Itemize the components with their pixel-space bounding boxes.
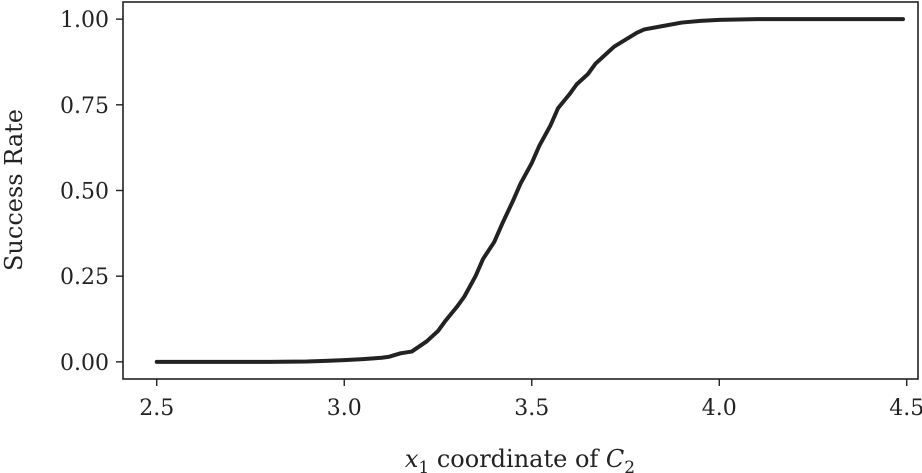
x-axis-label: x1 coordinate of C2: [405, 445, 635, 473]
x-label-var: x: [405, 445, 419, 473]
x-label-var2-sub: 2: [624, 458, 635, 473]
x-tick-label: 4.5: [889, 396, 922, 421]
y-tick-label: 0.25: [60, 265, 109, 290]
y-axis-label: Success Rate: [0, 109, 28, 271]
series-line-success-rate: [154, 17, 905, 364]
x-label-var2: C: [606, 445, 624, 473]
x-axis-ticks: 2.5 3.0 3.5 4.0 4.5: [139, 379, 922, 421]
x-tick-label: 4.0: [702, 396, 737, 421]
x-tick-label: 3.0: [327, 396, 362, 421]
y-tick-label: 1.00: [60, 8, 109, 33]
plot-area-frame: [122, 1, 919, 380]
y-tick-label: 0.75: [60, 94, 109, 119]
x-tick-label: 2.5: [139, 396, 174, 421]
y-axis-ticks: 0.00 0.25 0.50 0.75 1.00: [60, 8, 123, 376]
x-tick-label: 3.5: [514, 396, 549, 421]
x-label-var-sub: 1: [418, 458, 429, 473]
y-tick-label: 0.50: [60, 180, 109, 205]
x-label-mid: coordinate of: [429, 445, 606, 473]
y-tick-label: 0.00: [60, 351, 109, 376]
